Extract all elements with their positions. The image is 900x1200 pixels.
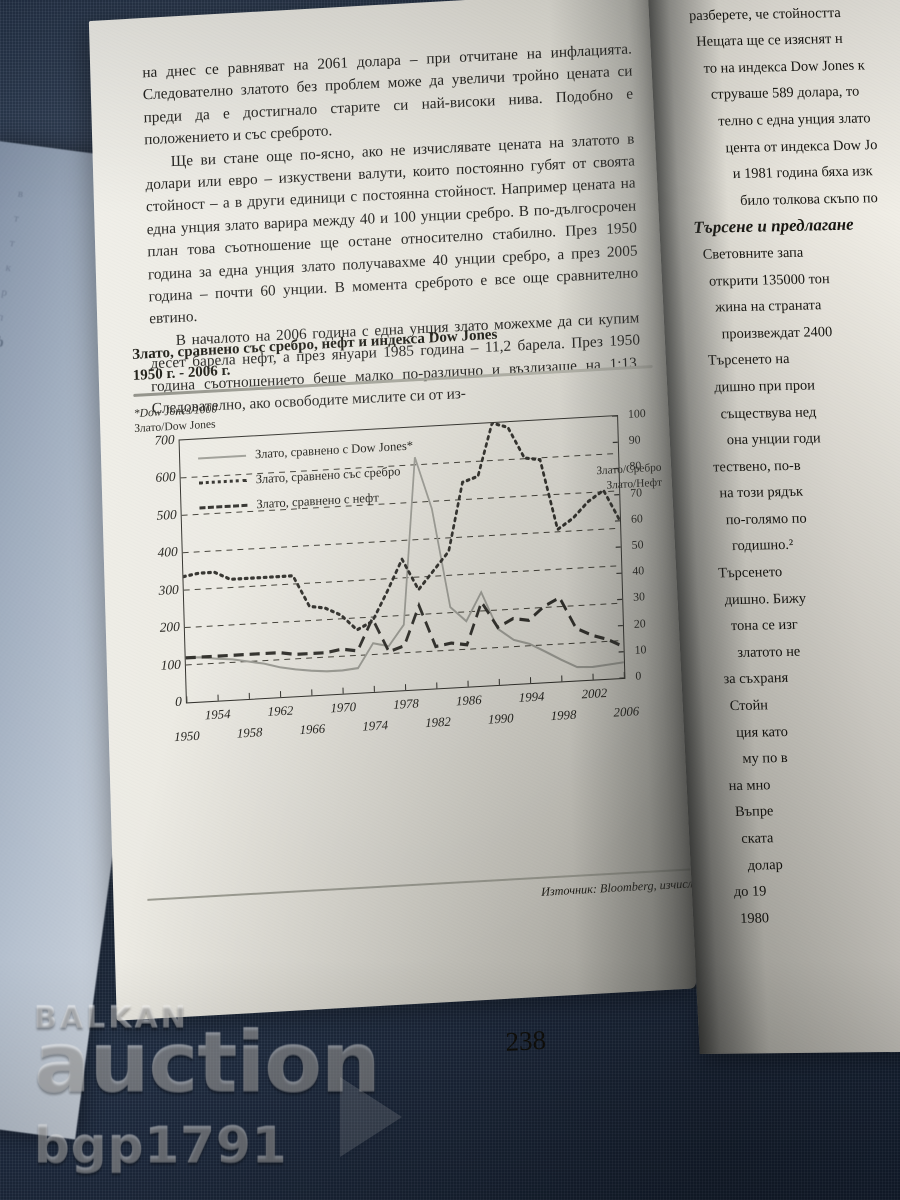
- legend-label-silver: Злато, сравнено със сребро: [255, 464, 401, 487]
- y-tick-left-300: 300: [158, 581, 179, 598]
- x-tick-1994: 1994: [518, 689, 545, 705]
- x-tick-1986: 1986: [455, 692, 482, 709]
- x-tick-1978: 1978: [393, 696, 420, 712]
- series-path-2: [185, 595, 625, 660]
- y-tick-left-600: 600: [155, 469, 176, 486]
- page-number: 238: [505, 1024, 547, 1057]
- legend-label-dowjones: Злато, сравнено с Dow Jones*: [254, 438, 414, 462]
- gridline-500: [181, 490, 620, 516]
- x-tick-1982: 1982: [425, 714, 451, 731]
- legend-swatch-dashed: [199, 503, 248, 510]
- gridline-400: [182, 527, 621, 554]
- x-tick-1966: 1966: [299, 721, 326, 738]
- y-tick-left-100: 100: [160, 656, 182, 673]
- x-tick-1954: 1954: [204, 706, 231, 723]
- book-left-page: на днес се равняват на 2061 долара – при…: [88, 0, 787, 1057]
- x-tick-1958: 1958: [236, 725, 263, 741]
- x-tick-1970: 1970: [330, 699, 357, 716]
- series-path-1: [182, 421, 622, 632]
- chart-series-layer: [182, 421, 625, 673]
- x-tick-1962: 1962: [267, 703, 294, 719]
- gridline-600: [180, 452, 619, 479]
- gridline-300: [183, 565, 622, 591]
- x-tick-1990: 1990: [487, 711, 514, 727]
- chart-legend: Злато, сравнено с Dow Jones* Злато, срав…: [198, 433, 415, 520]
- chart-plot: Злато, сравнено с Dow Jones* Злато, срав…: [178, 414, 626, 704]
- y-axis-left-ticks: 0 100 200 300 400 500 600 700: [135, 432, 182, 709]
- series-path-0: [185, 456, 625, 673]
- legend-swatch-solid: [198, 454, 247, 459]
- y-tick-left-400: 400: [157, 544, 178, 561]
- y-tick-left-200: 200: [159, 618, 180, 635]
- x-tick-1950: 1950: [173, 728, 200, 745]
- y-tick-left-500: 500: [156, 506, 177, 523]
- legend-label-oil: Злато, сравнено с нефт: [256, 490, 379, 512]
- y-tick-left-700: 700: [154, 431, 175, 448]
- x-tick-1974: 1974: [362, 718, 389, 734]
- legend-swatch-dotted: [198, 478, 247, 485]
